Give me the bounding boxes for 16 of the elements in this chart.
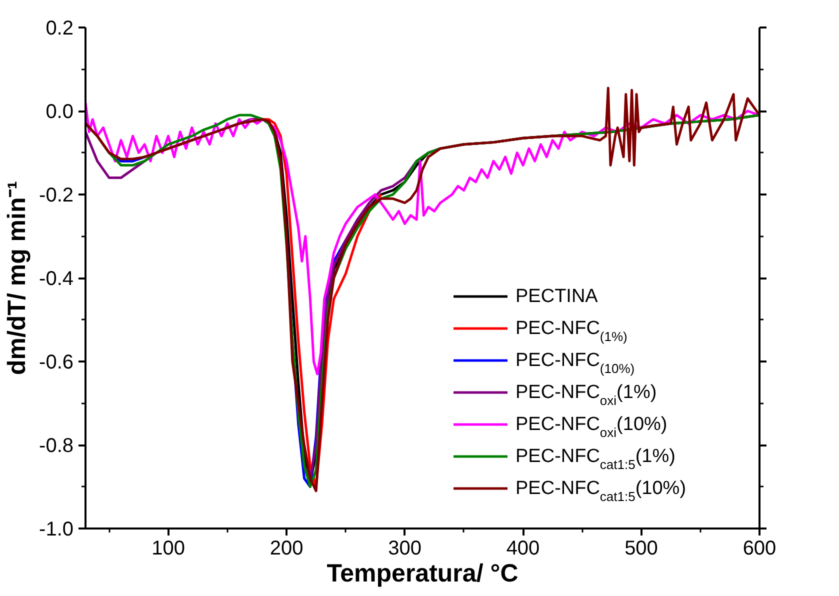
y-tick-label: -0.2 [39,184,74,206]
x-axis-title: Temperatura/ °C [326,560,518,588]
x-tick-label: 400 [506,538,540,560]
x-tick-label: 600 [742,538,776,560]
y-tick-label: 0.0 [46,101,74,123]
y-tick-label: 0.2 [46,18,74,40]
x-tick-label: 500 [624,538,658,560]
x-tick-label: 300 [388,538,422,560]
y-tick-label: -0.6 [39,352,74,374]
y-tick-label: -1.0 [39,518,74,540]
x-tick-label: 200 [270,538,304,560]
x-tick-label: 100 [152,538,185,560]
y-tick-label: -0.4 [39,268,74,290]
y-tick-label: -0.8 [39,435,74,457]
y-axis-title: dm/dT/ mg min⁻¹ [3,180,32,376]
legend-label: PECTINA [516,286,598,307]
